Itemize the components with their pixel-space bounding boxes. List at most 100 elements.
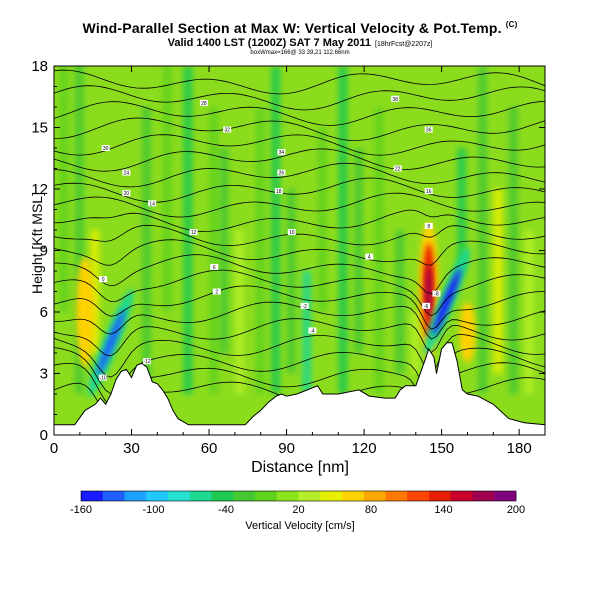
y-tick: 3 [40,366,545,383]
isentrope-label-bg [199,99,208,106]
y-tick: 18 [31,58,545,75]
chart-subtitle-detail: boxWmax=166@ 33 39,21 112.66nm [250,50,350,56]
isentrope-label-text: 8 [427,224,430,230]
isentrope-label-bg [189,229,198,236]
isentrope-label-text: 24 [124,171,130,177]
isentrope-label-text: -8 [434,292,439,298]
valid-time-text: Valid 1400 LST (1200Z) SAT 7 May 2011 [167,37,372,49]
forecast-info-text: [18hrFcst@2207z] [375,41,433,48]
isentrope-label-text: -12 [143,359,150,365]
y-tick: 9 [40,243,545,260]
colorbar-swatch [211,491,234,501]
x-tick: 90 [278,66,295,457]
field-streak [338,66,348,394]
x-axis-label: Distance [nm] [251,459,349,476]
field-streak [90,230,100,353]
isentrope-label-bg [99,374,108,381]
isentrope-label-text: 26 [279,171,285,177]
isentrope-label: 38 [391,95,400,103]
isentrope-line [54,334,545,378]
x-tick: 0 [50,66,58,457]
colorbar-swatch [168,491,191,501]
isentrope-label-bg [212,288,221,295]
x-tick: 150 [429,66,454,457]
isentrope-line [54,285,545,330]
isentrope-label-text: -10 [99,376,106,382]
isentrope-label-bg [122,169,131,176]
isentrope-label: 4 [365,253,374,261]
isentrope-label-bg [422,302,431,309]
colorbar-swatch [189,491,212,501]
field-streak [255,107,265,394]
colorbar-swatch [342,491,365,501]
downdraft-core [87,288,134,397]
isentrope-label-bg [365,253,374,260]
isentrope-label-text: 10 [289,230,295,236]
x-tick-label: 180 [507,440,532,457]
isentrope-label: 30 [101,145,110,152]
isentrope-label-text: 34 [279,150,285,156]
isentrope-label-bg [300,302,309,309]
isentrope-label: 36 [424,126,433,134]
isentrope-label-bg [424,188,433,195]
field-streak [374,107,384,394]
isentrope-label-text: 22 [395,167,401,173]
field-streak [317,127,327,312]
isentrope-label: -8 [432,290,441,298]
field-streak [235,230,245,394]
isentrope-label-text: 14 [149,201,155,207]
colorbar-swatch [298,491,321,501]
y-tick-label: 0 [40,427,48,444]
field-streak [162,66,172,312]
y-axis: 0 36 9 12 15 18 [31,58,545,444]
field-streak [59,66,69,312]
field-streak [271,66,281,394]
isentrope-label-bg [424,126,433,133]
isentrope-label-bg [223,126,232,133]
field-streak [302,271,312,394]
isentrope-line [54,318,545,357]
isentrope-label-text: 18 [276,189,282,195]
colorbar-swatch [124,491,147,501]
field-streak [524,230,534,394]
colorbar-tick-label: -40 [218,504,234,516]
field-streak [142,107,152,394]
field-streak [395,230,405,374]
isentrope-label: -12 [143,358,152,365]
field-streak [183,66,193,394]
x-tick-label: 60 [201,440,218,457]
x-tick: 30 [123,66,140,457]
isentrope-label-text: 30 [103,146,109,152]
field-streak [410,312,420,374]
y-tick: 15 [31,120,545,137]
x-tick-label: 0 [50,440,58,457]
isentrope-line [54,101,545,126]
isentrope-line [54,224,545,247]
isentrope-line [54,162,545,188]
chart-title: Wind-Parallel Section at Max W: Vertical… [0,20,600,36]
isentrope-label: 0 [99,276,108,283]
chart-title-text: Wind-Parallel Section at Max W: Vertical… [82,20,502,36]
isentrope-line [54,192,545,218]
isentrope-label-text: 38 [392,97,398,103]
updraft-right [459,302,476,363]
isentrope-label-bg [393,165,402,172]
isentrope-label-text: 12 [191,230,197,236]
isentrope-label: 22 [393,165,402,173]
isentrope-line [54,117,545,141]
y-axis-label: Height [Kft MSL] [29,192,45,294]
isentrope-label: 24 [122,169,131,177]
isentrope-label-text: 36 [426,128,432,134]
isentrope-label: 8 [424,222,433,230]
isentrope-label-bg [424,222,433,229]
colorbar-swatch [494,491,517,501]
isentrope-label: 26 [277,169,286,177]
isentrope-label-bg [287,229,296,236]
colorbar-swatch [233,491,256,501]
isentrope-label: 34 [277,149,286,156]
x-tick: 60 [201,66,218,457]
field-streak [219,148,229,353]
